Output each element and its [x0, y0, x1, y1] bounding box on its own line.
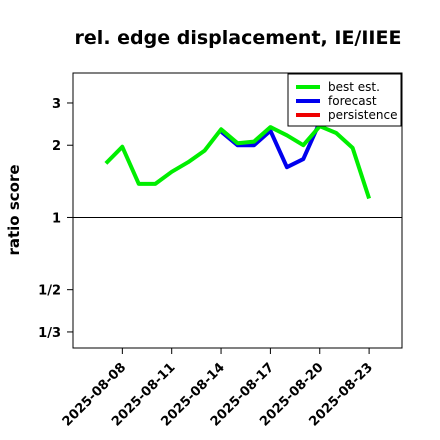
plot-frame: [72, 72, 403, 349]
legend-label: forecast: [328, 94, 377, 108]
y-axis-label: ratio score: [5, 164, 23, 255]
y-tick-label: 1/3: [38, 326, 61, 341]
y-axis: 1/3 1/2 1 2 3: [38, 97, 73, 341]
y-tick-label: 1: [52, 211, 61, 226]
y-tick-label: 1/2: [38, 284, 61, 299]
chart-title: rel. edge displacement, IE/IIEE: [75, 27, 402, 49]
legend-label: best est.: [328, 80, 380, 94]
y-tick-label: 2: [52, 139, 61, 154]
plot-area: [104, 95, 372, 200]
x-axis: 2025-08-082025-08-112025-08-142025-08-17…: [60, 348, 376, 430]
legend-label: persistence: [328, 108, 397, 122]
y-tick-label: 3: [52, 97, 61, 112]
series-line-best-est: [104, 124, 372, 200]
